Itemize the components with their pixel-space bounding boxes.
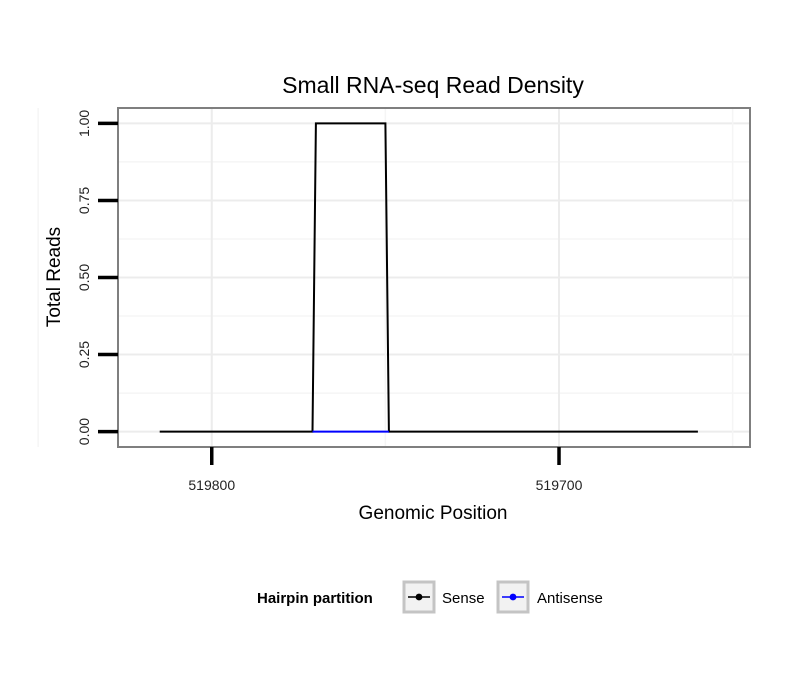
- y-tick-label-1: 0.25: [76, 341, 92, 368]
- legend-item-antisense: Antisense: [496, 580, 603, 614]
- chart-title: Small RNA-seq Read Density: [282, 72, 584, 98]
- y-axis-title: Total Reads: [44, 227, 65, 327]
- x-tick-label-0: 519800: [188, 477, 235, 493]
- series-sense: [159, 122, 698, 433]
- legend-item-sense: Sense: [402, 580, 485, 614]
- x-tick-label-1: 519700: [536, 477, 583, 493]
- series-layer: [159, 122, 698, 433]
- x-axis: 519800 519700: [188, 447, 583, 493]
- grid: [37, 108, 750, 447]
- y-axis: 0.00 0.25 0.50 0.75 1.00: [76, 110, 118, 445]
- legend: Hairpin partition Sense Antisense: [257, 580, 603, 614]
- legend-point-antisense: [509, 593, 517, 601]
- y-tick-label-3: 0.75: [76, 187, 92, 214]
- legend-point-sense: [415, 593, 423, 601]
- legend-label-sense: Sense: [442, 590, 485, 607]
- legend-label-antisense: Antisense: [537, 590, 603, 607]
- y-tick-label-2: 0.50: [76, 264, 92, 291]
- y-tick-label-0: 0.00: [76, 418, 92, 445]
- y-tick-label-4: 1.00: [76, 110, 92, 137]
- x-axis-title: Genomic Position: [359, 503, 508, 524]
- legend-title: Hairpin partition: [257, 590, 373, 607]
